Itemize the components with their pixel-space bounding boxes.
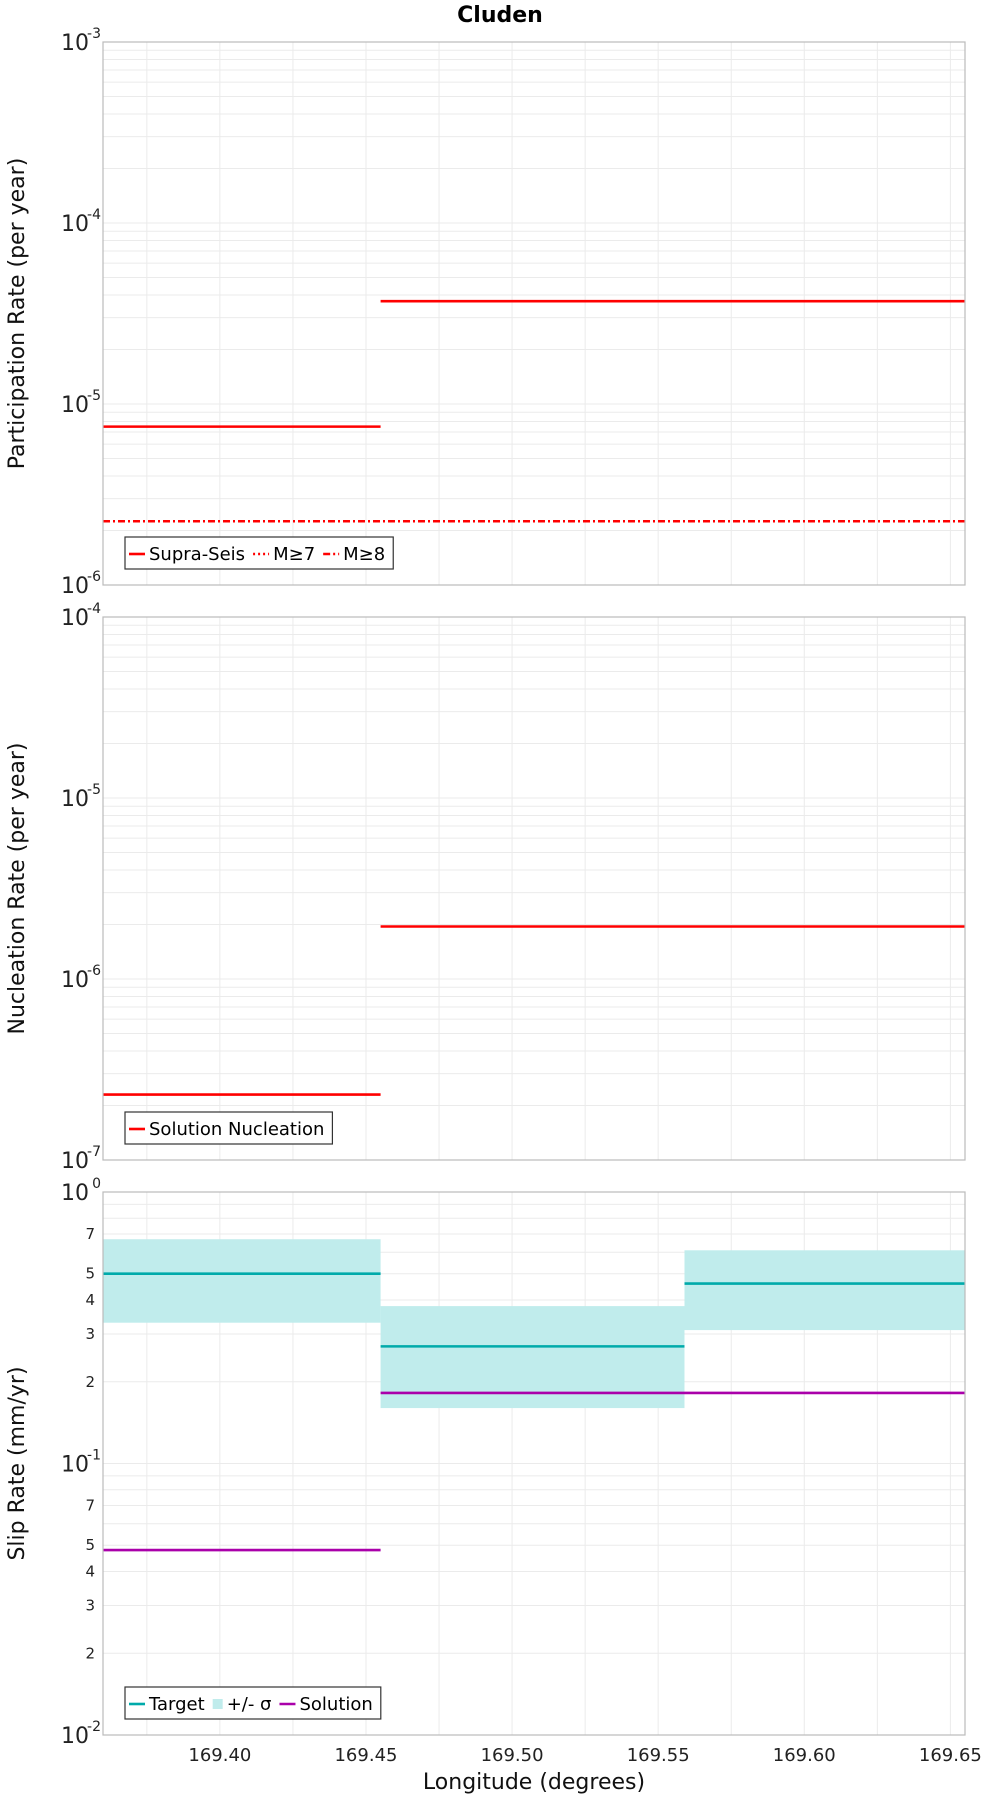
y-tick-exponent: -6 bbox=[87, 963, 101, 979]
x-axis-label: Longitude (degrees) bbox=[423, 1770, 645, 1795]
y-tick-exponent: -7 bbox=[87, 1144, 101, 1160]
y-tick-label: 10 bbox=[61, 393, 89, 418]
legend-label: Supra-Seis bbox=[149, 544, 245, 565]
y-axis-label: Nucleation Rate (per year) bbox=[5, 743, 30, 1035]
legend-label: M≥7 bbox=[273, 544, 315, 565]
y-tick-exponent: -5 bbox=[87, 388, 101, 404]
y-tick-exponent: -4 bbox=[87, 207, 101, 223]
legend-box bbox=[124, 1111, 334, 1145]
legend-swatch bbox=[212, 1699, 223, 1709]
legend-label: M≥8 bbox=[343, 544, 385, 565]
y-minor-tick-label: 3 bbox=[85, 1325, 95, 1343]
legend-label: Solution bbox=[299, 1694, 372, 1715]
legend: Solution Nucleation bbox=[124, 1111, 334, 1145]
y-minor-tick-label: 3 bbox=[85, 1596, 95, 1614]
y-tick-exponent: -2 bbox=[87, 1719, 101, 1735]
y-minor-tick-label: 2 bbox=[85, 1644, 95, 1662]
x-tick-label: 169.45 bbox=[334, 1745, 397, 1766]
y-minor-tick-label: 4 bbox=[85, 1291, 95, 1309]
y-axis-label: Participation Rate (per year) bbox=[5, 158, 30, 470]
sigma-band-segment bbox=[380, 1306, 685, 1409]
y-tick-label: 10 bbox=[61, 1149, 89, 1174]
plot-frame bbox=[102, 616, 966, 1161]
y-tick-exponent: -5 bbox=[87, 782, 101, 798]
legend-label: Target bbox=[148, 1694, 205, 1715]
y-tick-label: 10 bbox=[61, 1453, 89, 1478]
y-minor-tick-label: 7 bbox=[85, 1497, 95, 1515]
y-minor-tick-label: 5 bbox=[85, 1536, 95, 1554]
legend-label: Solution Nucleation bbox=[149, 1119, 324, 1140]
y-tick-label: 10 bbox=[61, 212, 89, 237]
x-tick-label: 169.40 bbox=[188, 1745, 251, 1766]
y-tick-label: 10 bbox=[61, 787, 89, 812]
chart-title: Cluden bbox=[457, 3, 543, 28]
x-tick-label: 169.60 bbox=[773, 1745, 836, 1766]
y-minor-tick-label: 5 bbox=[85, 1265, 95, 1283]
y-axis-label: Slip Rate (mm/yr) bbox=[5, 1366, 30, 1560]
x-tick-label: 169.55 bbox=[627, 1745, 690, 1766]
y-tick-exponent: 0 bbox=[92, 1176, 101, 1192]
y-tick-label: 10 bbox=[61, 1181, 89, 1206]
y-minor-tick-label: 2 bbox=[85, 1373, 95, 1391]
y-tick-exponent: -3 bbox=[87, 26, 101, 42]
legend-label: +/- σ bbox=[227, 1694, 272, 1715]
y-tick-exponent: -1 bbox=[87, 1448, 101, 1464]
y-tick-label: 10 bbox=[61, 606, 89, 631]
legend: Supra-Seis M≥7 M≥8 bbox=[124, 536, 394, 570]
x-tick-label: 169.65 bbox=[919, 1745, 982, 1766]
sigma-band-segment bbox=[103, 1239, 381, 1323]
y-tick-label: 10 bbox=[61, 1724, 89, 1749]
y-minor-tick-label: 7 bbox=[85, 1225, 95, 1243]
y-tick-label: 10 bbox=[61, 574, 89, 599]
legend-box bbox=[124, 1686, 382, 1720]
sigma-band-segment bbox=[684, 1250, 965, 1331]
y-tick-label: 10 bbox=[61, 31, 89, 56]
x-tick-label: 169.50 bbox=[481, 1745, 544, 1766]
plot-frame bbox=[102, 1191, 966, 1736]
y-tick-label: 10 bbox=[61, 968, 89, 993]
plot-frame bbox=[102, 41, 966, 586]
y-tick-exponent: -4 bbox=[87, 601, 101, 617]
y-tick-exponent: -6 bbox=[87, 569, 101, 585]
legend: Target +/- σ Solution bbox=[124, 1686, 382, 1720]
y-minor-tick-label: 4 bbox=[85, 1563, 95, 1581]
